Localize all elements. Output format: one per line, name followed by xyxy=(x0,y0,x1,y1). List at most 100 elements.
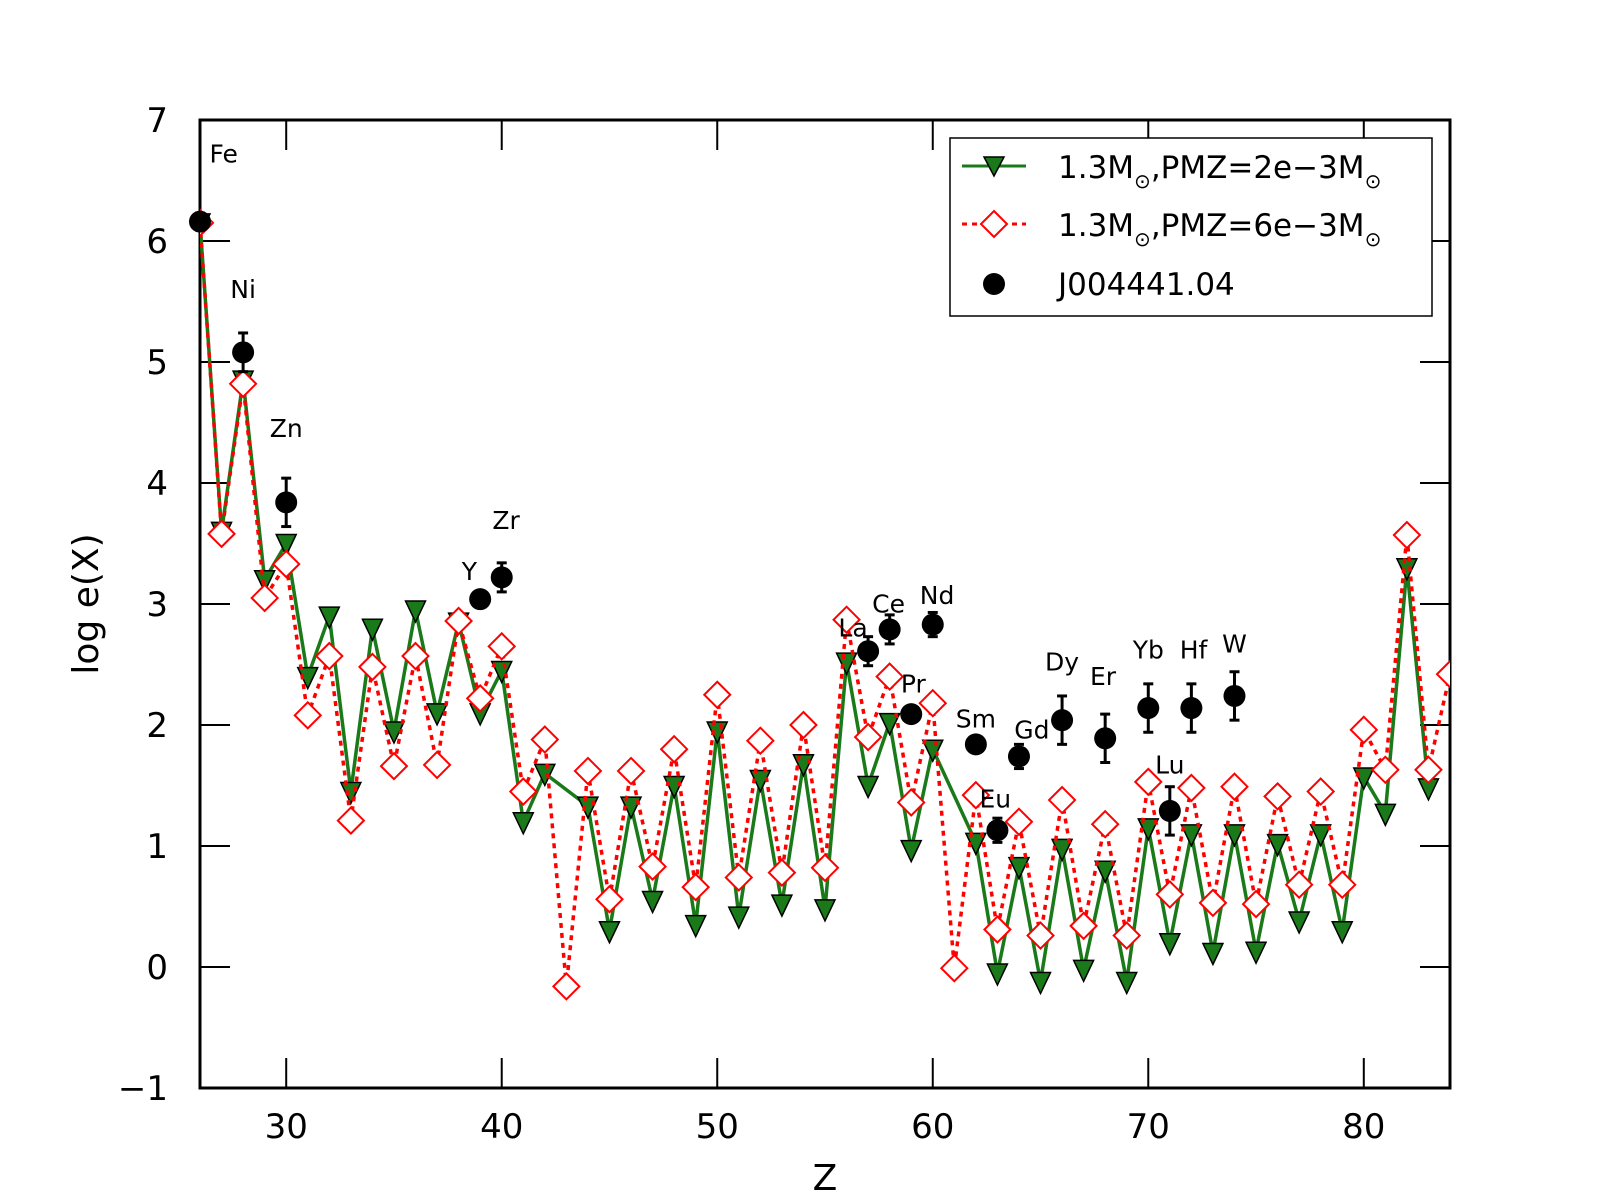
legend-marker-triangle xyxy=(982,156,1006,178)
marker-model-2e xyxy=(490,660,513,685)
observed-point xyxy=(490,566,513,589)
marker-model-2e xyxy=(404,600,427,624)
marker-model-6e xyxy=(616,756,646,786)
marker-model-6e xyxy=(1090,809,1120,839)
marker-model-6e xyxy=(422,750,452,780)
marker-model-2e xyxy=(878,712,901,737)
marker-model-6e xyxy=(595,884,624,914)
marker-model-6e xyxy=(853,722,883,752)
marker-model-6e xyxy=(1026,921,1055,950)
observed-point xyxy=(1007,745,1030,768)
marker-model-6e xyxy=(875,662,905,692)
marker-model-2e xyxy=(1331,920,1354,945)
x-axis-title: Z xyxy=(813,1158,838,1199)
marker-model-6e xyxy=(271,549,301,579)
marker-model-6e xyxy=(336,806,366,836)
observed-point xyxy=(1223,684,1246,707)
marker-model-6e xyxy=(1220,772,1249,802)
element-label: Pr xyxy=(901,669,927,698)
marker-model-6e xyxy=(1047,785,1077,815)
marker-model-2e xyxy=(275,533,298,558)
marker-model-6e xyxy=(1306,777,1336,806)
x-tick-label: 50 xyxy=(696,1107,739,1147)
marker-model-6e xyxy=(745,726,775,756)
y-tick-label: 2 xyxy=(146,706,168,746)
marker-model-6e xyxy=(961,780,991,810)
observed-point xyxy=(232,341,255,364)
y-tick-label: 5 xyxy=(146,343,168,383)
marker-model-2e xyxy=(598,920,621,945)
series-line-model-2e xyxy=(200,222,1431,982)
marker-model-6e xyxy=(1435,659,1450,689)
marker-model-2e xyxy=(684,914,707,939)
legend: 1.3M⊙,PMZ=2e−3M⊙ 1.3M⊙,PMZ=6e−3M⊙ J00444… xyxy=(949,137,1433,317)
observed-point xyxy=(1180,697,1203,720)
element-label: Zn xyxy=(270,414,303,443)
marker-model-6e xyxy=(1133,767,1163,797)
legend-label-observed: J004441.04 xyxy=(1056,267,1235,303)
element-label: Y xyxy=(461,557,478,586)
marker-model-2e xyxy=(1029,971,1052,996)
marker-model-6e xyxy=(1155,879,1185,909)
observed-point xyxy=(1158,799,1181,822)
marker-model-6e xyxy=(918,688,948,718)
marker-model-6e xyxy=(681,872,711,902)
marker-model-2e xyxy=(856,775,880,800)
marker-model-2e xyxy=(1309,824,1332,848)
marker-model-6e xyxy=(401,641,430,671)
marker-model-6e xyxy=(465,683,495,713)
element-label: Zr xyxy=(492,506,520,535)
marker-model-6e xyxy=(789,710,818,740)
legend-box xyxy=(949,137,1433,317)
axis-ticks xyxy=(200,120,1450,1088)
marker-model-6e xyxy=(1198,888,1228,918)
marker-model-2e xyxy=(986,963,1009,987)
element-label: Ni xyxy=(230,275,256,304)
marker-model-6e xyxy=(573,756,603,786)
element-label: Sm xyxy=(956,704,996,733)
marker-model-2e xyxy=(318,606,341,630)
marker-model-2e xyxy=(361,618,384,642)
element-label: Eu xyxy=(979,784,1011,813)
observed-point xyxy=(857,640,880,663)
marker-model-2e xyxy=(425,703,449,727)
marker-model-6e xyxy=(767,858,797,888)
legend-label-model-2e: 1.3M⊙,PMZ=2e−3M⊙ xyxy=(1058,150,1381,193)
y-axis-title: log e(X) xyxy=(66,533,107,674)
observed-point xyxy=(921,613,944,636)
marker-model-2e xyxy=(641,890,664,915)
marker-model-2e xyxy=(533,763,557,788)
marker-model-6e xyxy=(551,971,581,1001)
element-label: Yb xyxy=(1132,635,1164,664)
marker-model-2e xyxy=(727,906,750,930)
marker-model-2e xyxy=(1072,959,1095,984)
element-label: Lu xyxy=(1155,750,1184,779)
y-tick-label: −1 xyxy=(118,1069,168,1109)
observed-point xyxy=(469,588,492,611)
observed-point xyxy=(1094,727,1117,750)
marker-model-2e xyxy=(1201,942,1225,967)
marker-model-2e xyxy=(1266,833,1289,858)
marker-model-6e xyxy=(896,788,926,817)
marker-model-2e xyxy=(1244,941,1268,966)
observed-point xyxy=(900,703,923,726)
x-tick-label: 60 xyxy=(911,1107,954,1147)
observed-point xyxy=(878,618,901,641)
x-tick-label: 30 xyxy=(265,1107,308,1147)
marker-model-6e xyxy=(1112,921,1142,950)
element-label: Gd xyxy=(1014,715,1049,744)
marker-model-6e xyxy=(250,583,280,613)
marker-model-2e xyxy=(813,899,837,923)
element-label: Dy xyxy=(1045,648,1079,677)
marker-model-2e xyxy=(1287,911,1311,935)
legend-marker-diamond xyxy=(979,209,1009,239)
marker-model-6e xyxy=(1284,870,1314,900)
marker-model-2e xyxy=(1158,933,1182,957)
marker-model-6e xyxy=(810,853,840,883)
marker-model-2e xyxy=(770,894,794,918)
marker-model-6e xyxy=(1069,911,1099,941)
x-tick-label: 70 xyxy=(1127,1107,1170,1147)
y-tick-label: 7 xyxy=(146,101,168,141)
